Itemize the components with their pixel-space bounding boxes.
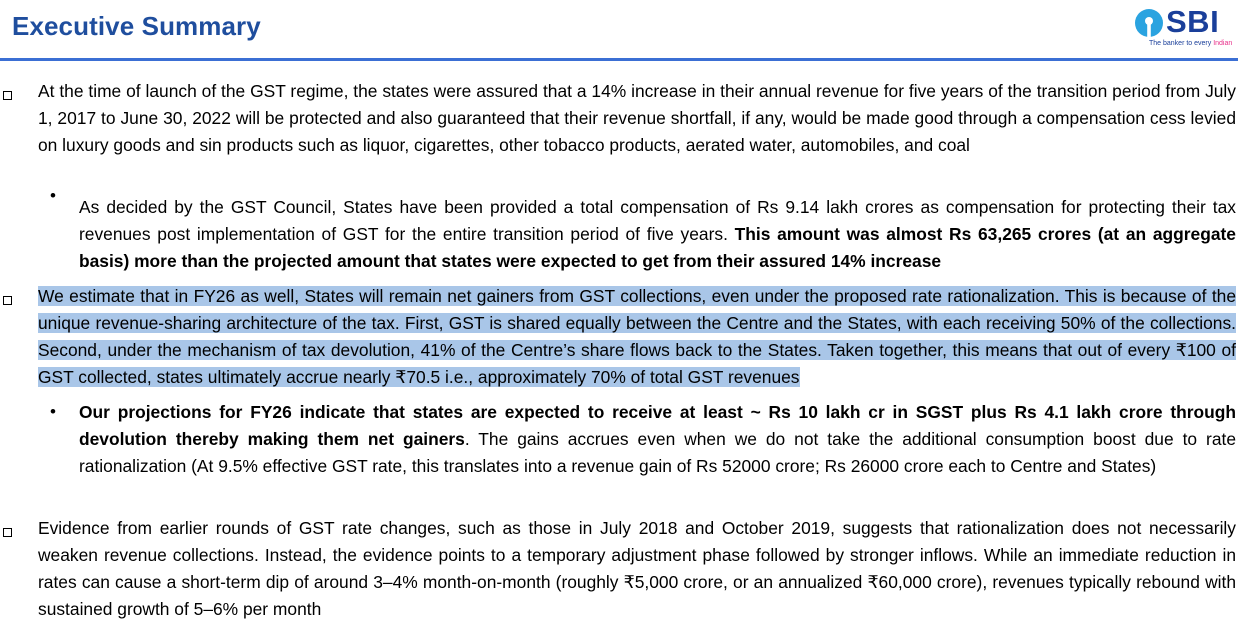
bullet-text: At the time of launch of the GST regime,… [38, 81, 1236, 155]
logo-text: SBI [1166, 4, 1220, 39]
page-title: Executive Summary [12, 11, 261, 41]
square-bullet-icon [3, 91, 12, 100]
sbi-logo: SBI The banker to every Indian [1132, 4, 1233, 51]
bullet-text: Evidence from earlier rounds of GST rate… [38, 518, 1236, 619]
sbi-logo-icon [1135, 9, 1163, 38]
sub-bullet-text: As decided by the GST Council, States ha… [79, 197, 1236, 271]
highlighted-bullet-text: We estimate that in FY26 as well, States… [38, 286, 1236, 387]
slide-header: Executive Summary SBI The banker to ever… [0, 0, 1238, 61]
square-bullet-icon [3, 528, 12, 537]
square-bullet-icon [3, 296, 12, 305]
header-divider [0, 58, 1238, 61]
sub-bullet-text: Our projections for FY26 indicate that s… [79, 402, 1236, 476]
logo-tagline: The banker to every Indian [1149, 40, 1233, 47]
